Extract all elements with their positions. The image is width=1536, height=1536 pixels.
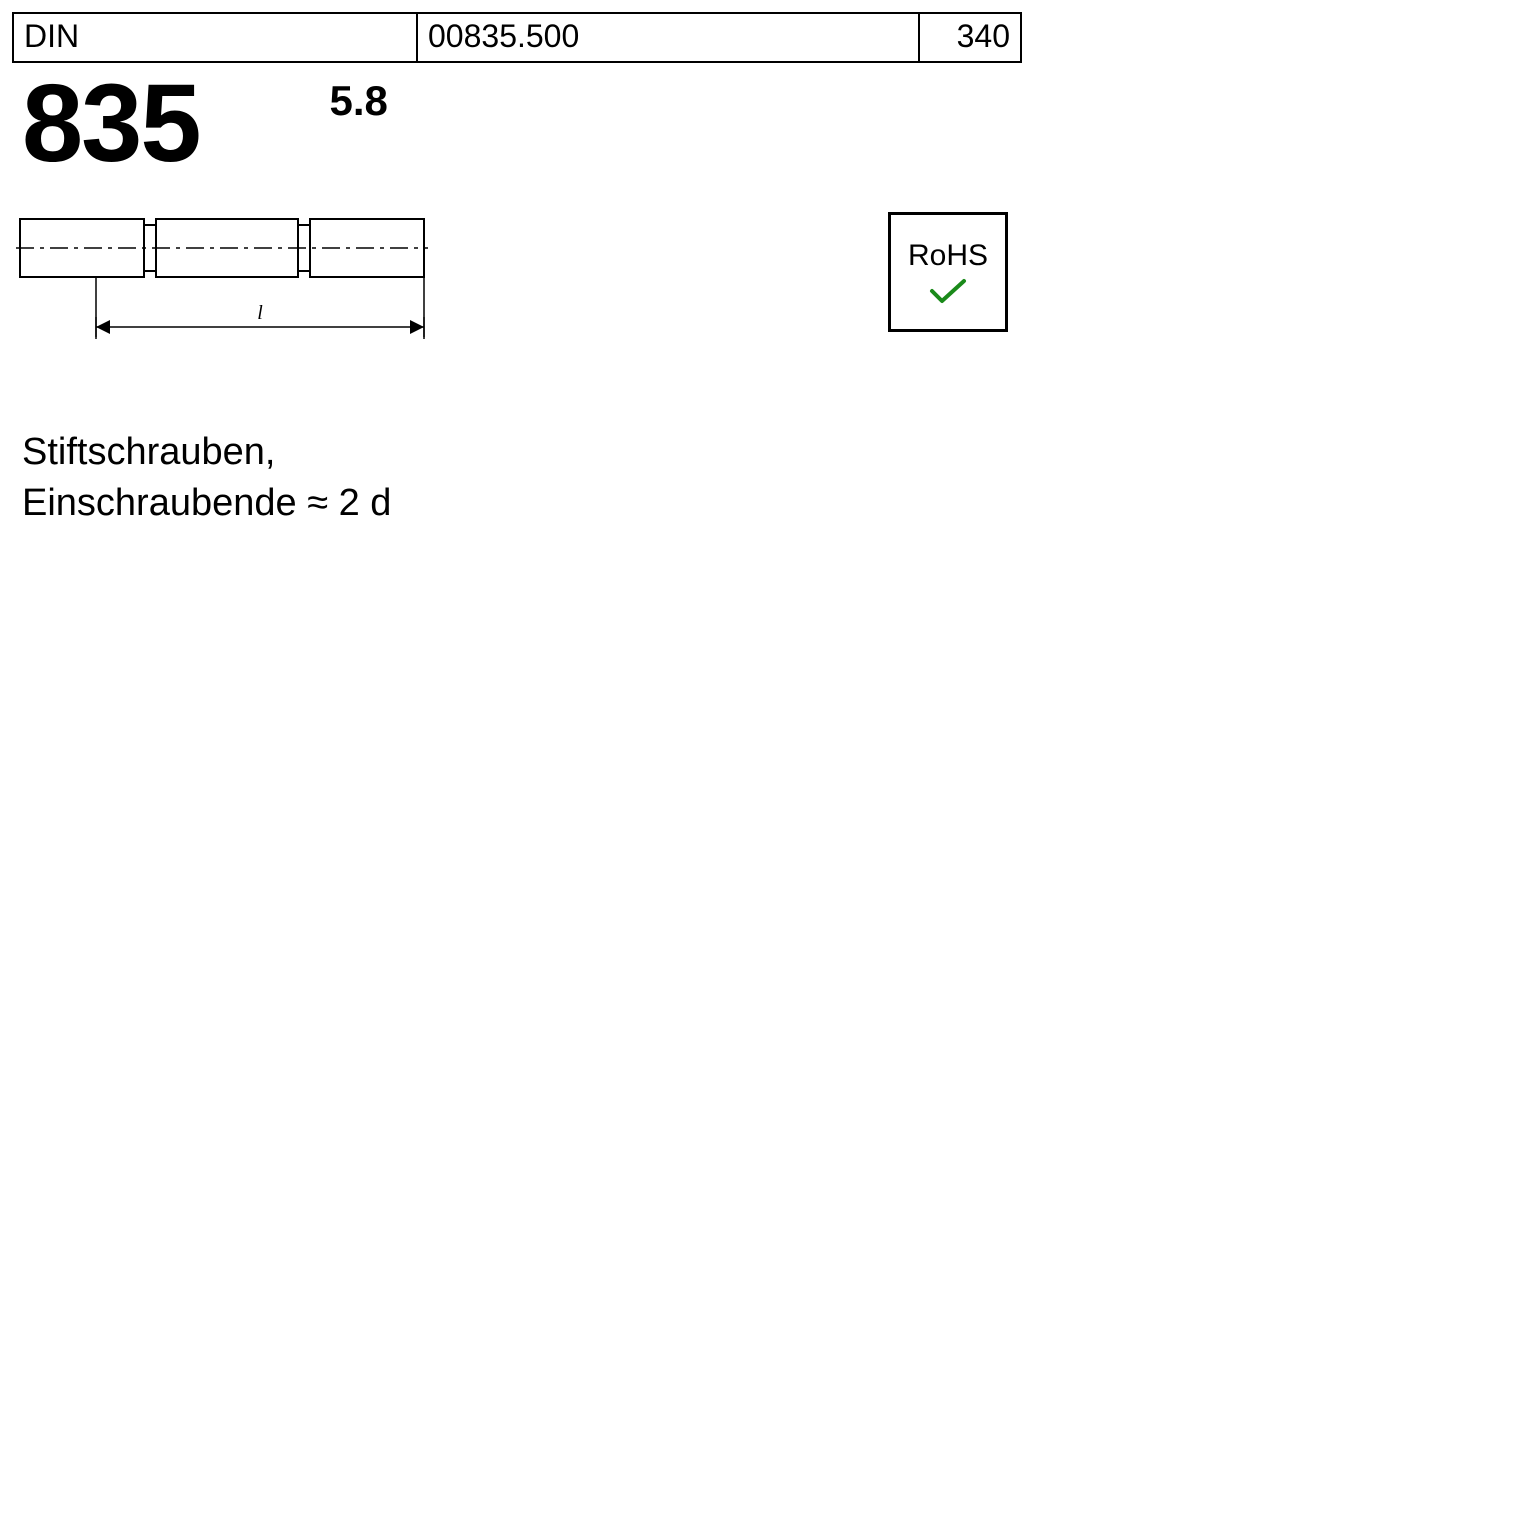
description-line-2: Einschraubende ≈ 2 d (22, 478, 1022, 529)
rohs-label: RoHS (908, 239, 988, 273)
description: Stiftschrauben, Einschraubende ≈ 2 d (22, 427, 1022, 530)
header-code: 00835.500 (418, 14, 920, 61)
header-row: DIN 00835.500 340 (12, 12, 1022, 63)
check-icon (928, 277, 968, 305)
svg-text:l: l (257, 302, 263, 324)
standard-number: 835 (22, 63, 200, 179)
stud-drawing: l (16, 199, 436, 369)
description-line-1: Stiftschrauben, (22, 427, 1022, 478)
header-page: 340 (920, 14, 1020, 61)
property-class: 5.8 (330, 63, 388, 125)
standard-row: 835 5.8 (12, 63, 1022, 179)
rohs-badge: RoHS (888, 212, 1008, 332)
header-standard-body: DIN (14, 14, 418, 61)
